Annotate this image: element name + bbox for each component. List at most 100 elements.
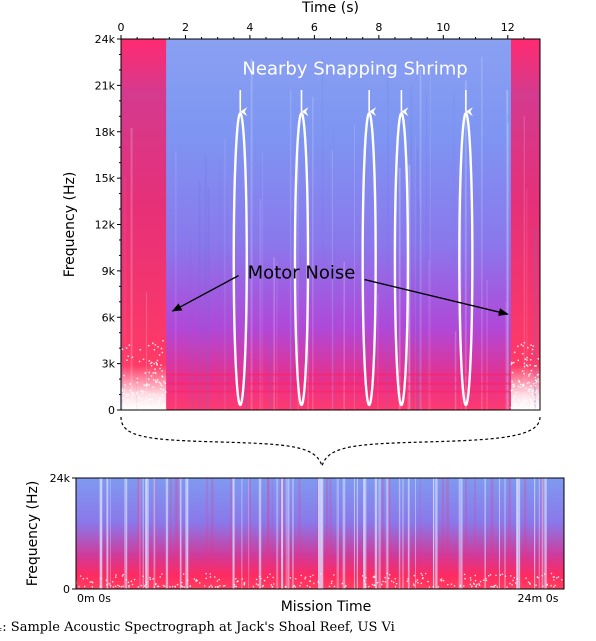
mission-speckle (258, 575, 261, 578)
motor-noise-speckle (154, 379, 157, 382)
mission-speckle (373, 584, 376, 587)
motor-noise-speckle (155, 361, 158, 364)
motor-noise-speckle (519, 383, 522, 386)
mission-x-tick-start: 0m 0s (77, 592, 111, 605)
mission-speckle (122, 585, 124, 588)
mission-y-axis-title: Frequency (Hz) (25, 481, 41, 587)
motor-noise-speckle (145, 384, 147, 387)
mission-speckle (407, 578, 409, 580)
motor-noise-speckle (523, 341, 526, 344)
mission-speckle (394, 585, 397, 588)
mission-speckle (550, 584, 552, 587)
y-tick-label-4: 12k (95, 219, 116, 232)
mission-speckle (300, 574, 302, 577)
motor-noise-speckle (156, 403, 159, 406)
mission-speckle (422, 576, 424, 579)
mission-speckle (478, 583, 480, 585)
mission-speckle (472, 582, 475, 585)
motor-arrow-left (171, 274, 239, 312)
mission-y-tick-label-1: 24k (50, 472, 71, 485)
mission-speckle (421, 574, 424, 577)
mission-speckle (464, 577, 466, 580)
mission-speckle (294, 577, 297, 580)
motor-noise-speckle (511, 397, 514, 400)
motor-noise-speckle (517, 345, 519, 348)
mission-speckle (263, 579, 266, 582)
y-axis-ticks: 0 3k 6k 9k 12k 15k 18k 21k 24k (95, 33, 121, 417)
mission-speckle (367, 585, 370, 588)
mission-speckle (491, 585, 494, 588)
x-tick-label-6: 12 (501, 21, 515, 34)
mission-speckle (478, 584, 481, 587)
motor-noise-speckle (152, 393, 155, 396)
mission-speckle (506, 586, 508, 588)
y-axis-title: Frequency (Hz) (62, 172, 78, 278)
mission-speckle (469, 576, 472, 579)
motor-noise-speckle (521, 407, 524, 409)
mission-speckle (100, 577, 102, 580)
motor-noise-speckle (123, 374, 125, 377)
mission-speckle (514, 582, 517, 584)
detail-spectrogram: 0 2 4 6 8 10 12 0 3k 6k 9k 12k 15k 18k 21k 24k Time (s… (62, 0, 541, 417)
mission-speckle (114, 585, 117, 588)
mission-speckle (149, 576, 151, 579)
mission-speckle (516, 578, 519, 580)
mission-speckle (252, 585, 255, 588)
mission-speckle (406, 580, 409, 583)
mission-speckle (304, 576, 307, 578)
mission-speckle (509, 582, 511, 585)
mission-speckle (236, 580, 238, 583)
mission-speckle (550, 572, 553, 575)
motor-noise-speckle (147, 378, 150, 380)
motor-noise-speckle (526, 346, 529, 349)
mission-y-tick-label-0: 0 (63, 583, 70, 596)
motor-noise-arrows (171, 274, 509, 316)
mission-speckle (479, 580, 482, 583)
motor-noise-speckle (122, 392, 125, 395)
mission-speckle (210, 584, 212, 587)
motor-noise-speckle (154, 403, 157, 406)
mission-speckle (482, 579, 485, 582)
y-tick-label-6: 18k (95, 126, 116, 139)
motor-noise-speckle (161, 376, 164, 378)
mission-speckle (313, 582, 315, 585)
motor-noise-speckle (126, 399, 129, 402)
motor-noise-speckle (157, 400, 160, 403)
motor-noise-speckle (139, 348, 142, 351)
mission-speckle (474, 574, 477, 577)
motor-noise-speckle (534, 376, 537, 379)
motor-noise-speckle (146, 406, 149, 408)
motor-noise-speckle (164, 382, 167, 385)
motor-noise-speckle (136, 381, 139, 384)
motor-noise-speckle (525, 359, 528, 361)
mission-speckle (112, 586, 115, 588)
mission-speckle (471, 585, 473, 587)
motor-noise-speckle (511, 371, 514, 374)
motor-noise-speckle (144, 400, 147, 403)
motor-noise-speckle (515, 406, 518, 408)
motor-noise-speckle (153, 348, 156, 351)
mission-speckle (542, 585, 544, 587)
motor-noise-speckle (524, 397, 526, 400)
mission-speckle (442, 579, 445, 582)
motor-noise-speckle (165, 391, 167, 393)
mission-speckle (495, 574, 497, 577)
motor-noise-speckle (533, 396, 536, 398)
mission-speckle (390, 580, 393, 582)
mission-speckle (285, 585, 287, 588)
motor-noise-speckle (156, 379, 159, 381)
motor-noise-annotation: Motor Noise (248, 263, 356, 284)
mission-speckle (241, 578, 243, 580)
x-tick-label-1: 2 (182, 21, 189, 34)
mission-speckle (361, 575, 364, 577)
motor-noise-speckle (124, 383, 127, 386)
mission-speckle (131, 583, 134, 586)
motor-noise-speckle (136, 391, 139, 394)
mission-speckle (331, 580, 333, 583)
mission-speckle (446, 583, 449, 586)
motor-noise-speckle (146, 399, 149, 402)
motor-noise-speckle (523, 401, 525, 404)
mission-speckle (213, 576, 216, 578)
mission-speckle (416, 579, 419, 581)
motor-noise-speckle (121, 397, 124, 400)
